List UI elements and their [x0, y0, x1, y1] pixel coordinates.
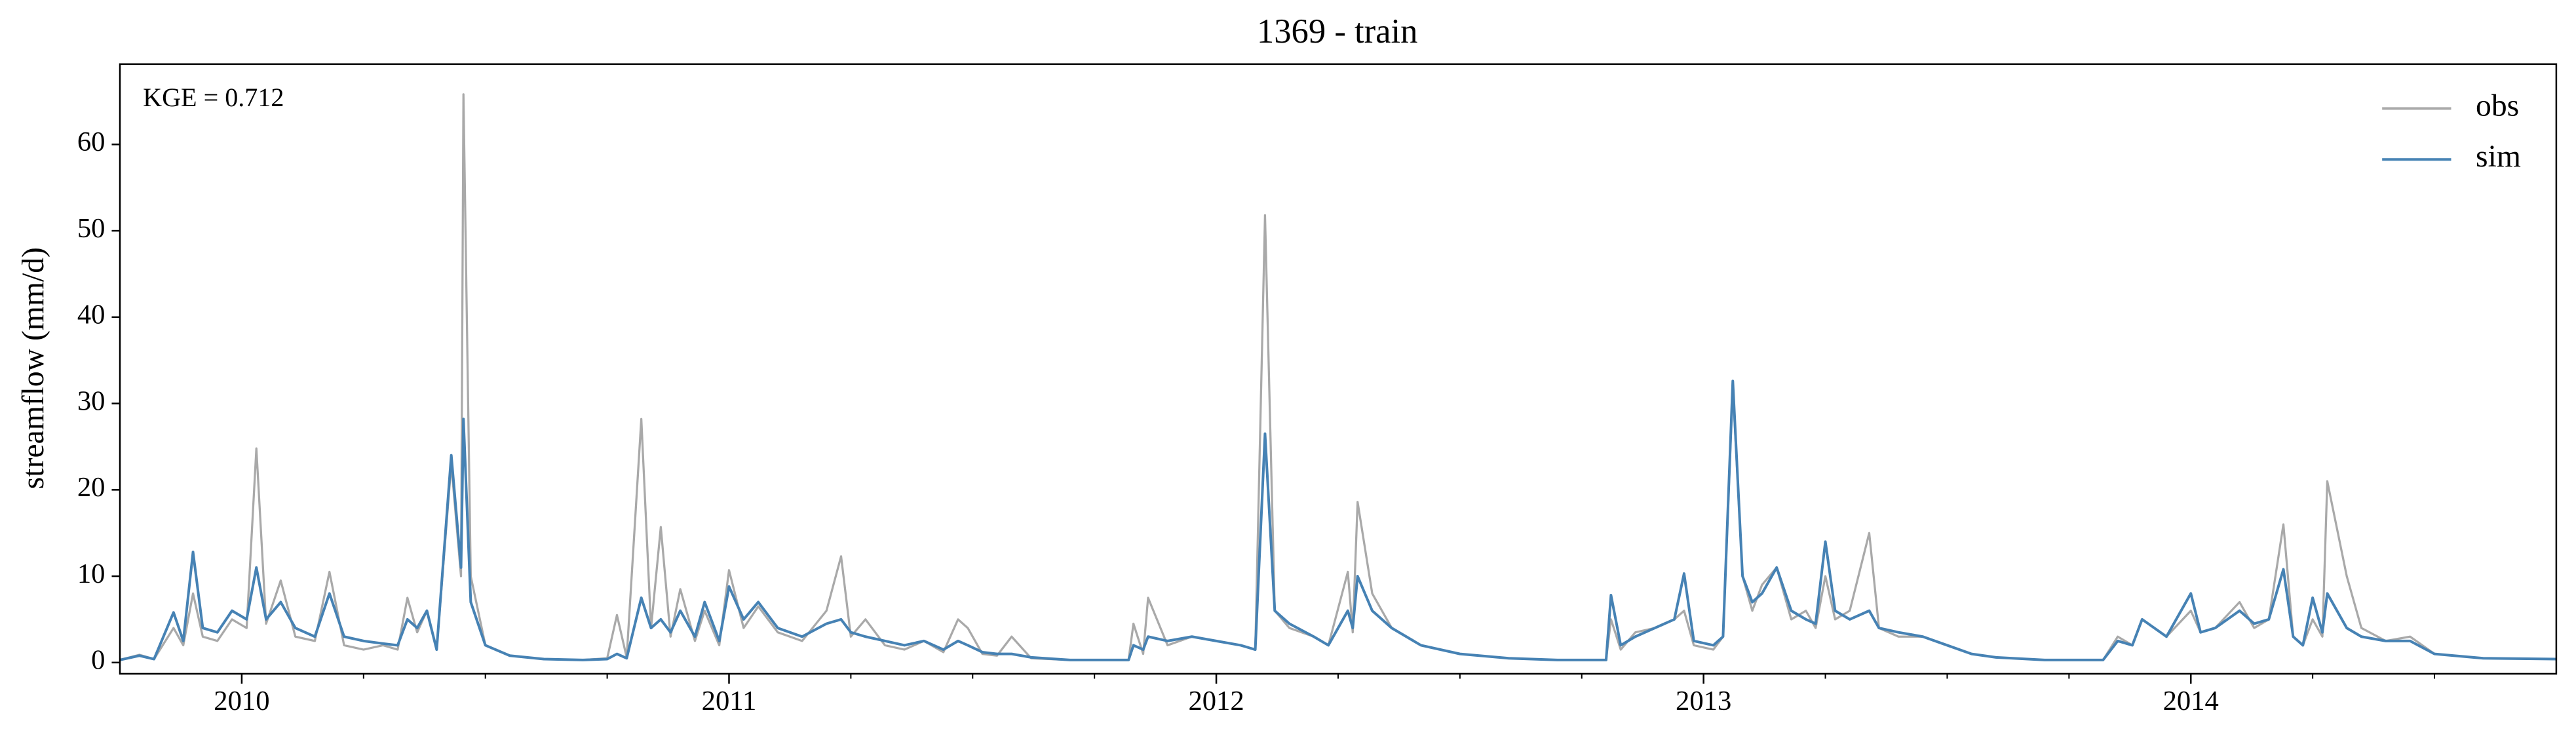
x-tick-label: 2011	[702, 686, 757, 716]
x-tick-label: 2010	[214, 686, 269, 716]
y-tick-label: 20	[77, 472, 106, 503]
x-tick-label: 2012	[1188, 686, 1244, 716]
x-tick-label: 2013	[1676, 686, 1731, 716]
chart-title: 1369 - train	[1257, 12, 1418, 50]
y-tick-label: 50	[77, 213, 106, 244]
plot-frame	[119, 63, 2558, 675]
legend-label: obs	[2476, 88, 2519, 123]
y-axis-label: streamflow (mm/d)	[16, 247, 50, 489]
x-tick-label: 2014	[2163, 686, 2219, 716]
y-tick-label: 40	[77, 300, 106, 330]
y-tick-label: 60	[77, 127, 106, 157]
y-tick-label: 10	[77, 558, 106, 589]
series-line	[119, 380, 2556, 661]
legend-label: sim	[2476, 140, 2521, 174]
y-tick-label: 0	[91, 645, 105, 676]
y-tick-label: 30	[77, 385, 106, 416]
annotation: KGE = 0.712	[143, 83, 284, 112]
